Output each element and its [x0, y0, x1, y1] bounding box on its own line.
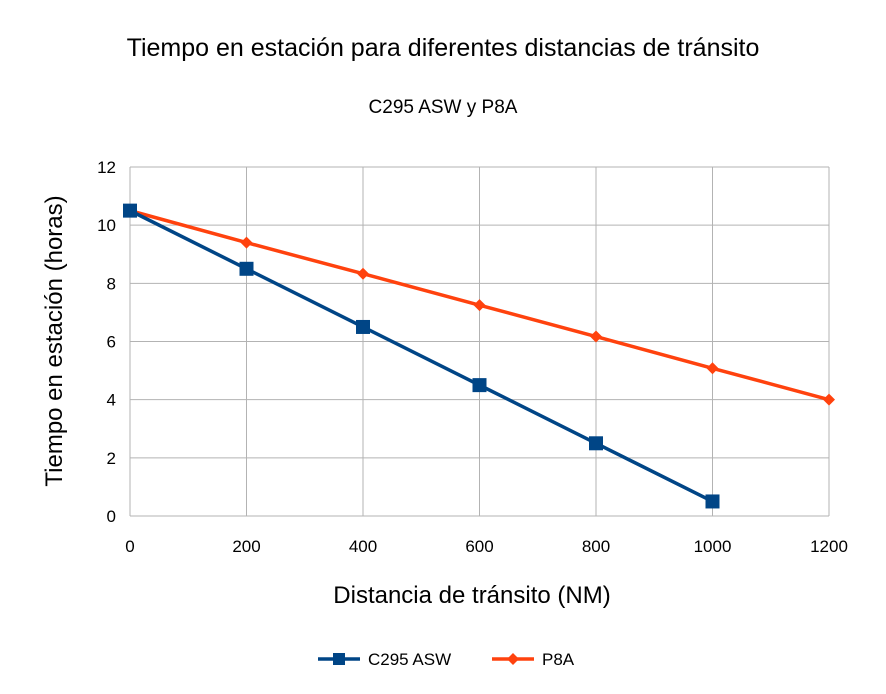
x-tick-label: 1200 [810, 537, 848, 556]
x-tick-label: 0 [125, 537, 134, 556]
data-point [473, 299, 486, 312]
y-axis-title: Tiempo en estación (horas) [41, 195, 68, 486]
data-point [589, 436, 603, 451]
chart-title: Tiempo en estación para diferentes dista… [127, 34, 760, 62]
legend-swatch-marker [507, 653, 519, 665]
data-point [705, 494, 720, 509]
x-tick-label: 200 [232, 537, 260, 556]
x-axis-title: Distancia de tránsito (NM) [333, 582, 610, 609]
series-c295-asw [123, 203, 720, 509]
data-point [123, 203, 137, 218]
y-tick-label: 6 [107, 333, 116, 352]
grid [129, 166, 830, 517]
data-point [706, 362, 719, 375]
data-point [823, 393, 835, 406]
series-line [129, 209, 714, 504]
legend-swatch-marker [333, 653, 345, 665]
x-tick-label: 800 [582, 537, 610, 556]
chart-subtitle: C295 ASW y P8A [369, 97, 518, 118]
data-point [240, 236, 253, 249]
y-tick-label: 12 [97, 158, 116, 177]
series [123, 203, 835, 509]
data-point [357, 267, 369, 280]
x-tick-label: 600 [465, 537, 493, 556]
legend-label: P8A [542, 650, 575, 669]
data-point [472, 378, 487, 393]
y-tick-label: 0 [107, 507, 116, 526]
x-tick-label: 400 [349, 537, 377, 556]
data-point [590, 330, 602, 343]
data-point [356, 319, 370, 334]
y-tick-label: 8 [107, 274, 116, 293]
y-tick-label: 4 [107, 391, 116, 410]
legend-item: C295 ASW [318, 650, 451, 669]
data-point [239, 261, 254, 276]
x-tick-label: 1000 [694, 537, 732, 556]
legend-item: P8A [492, 650, 575, 669]
y-tick-label: 2 [107, 449, 116, 468]
y-tick-label: 10 [97, 216, 116, 235]
legend-label: C295 ASW [368, 650, 451, 669]
tick-labels: 0 2 4 6 8 10 12 0 200 400 600 800 1000 1200 [97, 158, 848, 556]
legend: C295 ASW P8A [318, 650, 575, 669]
